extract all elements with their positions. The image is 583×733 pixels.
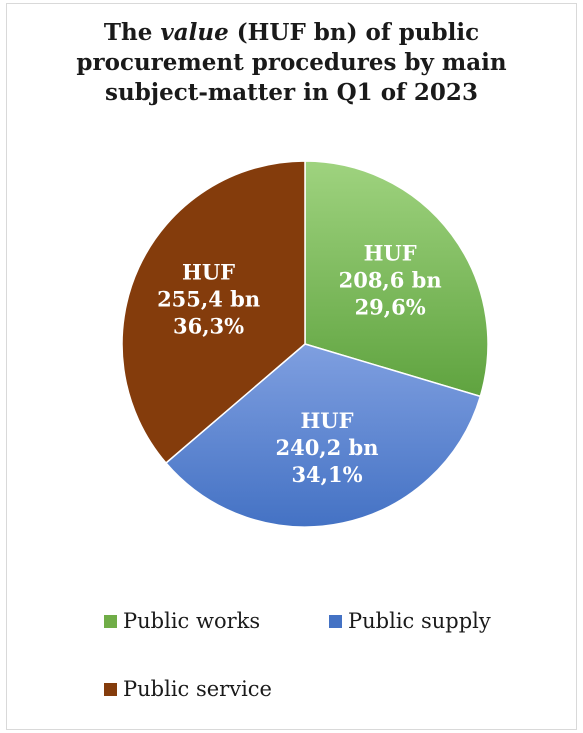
slice-label-public-works: HUF 208,6 bn 29,6%: [339, 241, 442, 320]
chart-title: The value (HUF bn) of public procurement…: [10, 18, 573, 108]
legend-label-public-supply: Public supply: [348, 609, 491, 633]
legend-label-public-works: Public works: [123, 609, 261, 633]
legend-swatch-public-supply: [329, 614, 342, 628]
legend-label-public-service: Public service: [123, 677, 272, 701]
title-line-2: procurement procedures by main: [76, 49, 507, 76]
legend-item-public-service: Public service: [104, 677, 272, 701]
title-line-3: subject-matter in Q1 of 2023: [105, 79, 478, 106]
slice-label-public-service: HUF 255,4 bn 36,3%: [157, 260, 260, 339]
legend-item-public-supply: Public supply: [329, 609, 491, 633]
pie-slice-public-service: [121, 160, 306, 465]
title-part-2: value: [160, 19, 229, 46]
slice-label-public-supply: HUF 240,2 bn 34,1%: [275, 408, 378, 487]
title-part-1: The: [103, 19, 161, 46]
legend-swatch-public-service: [104, 682, 117, 696]
title-part-3: (HUF bn) of public: [228, 19, 480, 46]
legend-swatch-public-works: [104, 614, 117, 628]
legend-item-public-works: Public works: [104, 609, 260, 633]
pie-slice-public-supply: [164, 343, 482, 528]
pie-slice-public-works: [304, 160, 489, 398]
